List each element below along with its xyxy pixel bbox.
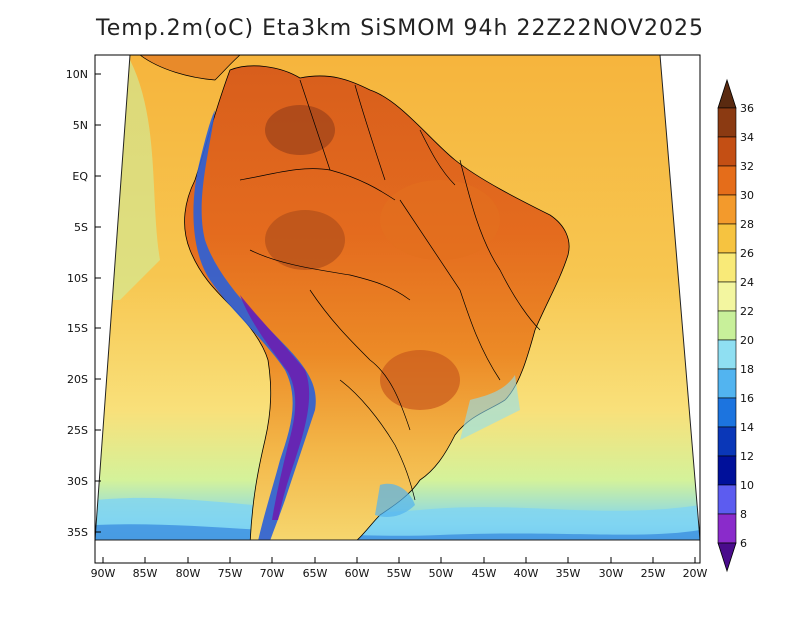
colorbar-top-arrow xyxy=(717,78,737,109)
temperature-field xyxy=(95,55,700,540)
cool-uruguay-zone xyxy=(375,483,415,517)
lat-tick: 5S xyxy=(74,221,101,234)
lon-label-30w: 30W xyxy=(599,567,624,580)
map-title: Temp.2m(oC) Eta3km SiSMOM 94h 22Z22NOV20… xyxy=(96,16,704,41)
colorbar-label: 26 xyxy=(740,247,754,260)
colorbar-swatch xyxy=(717,484,737,515)
lat-label-eq: EQ xyxy=(72,170,88,183)
hot-zone-central xyxy=(380,350,460,410)
lat-tick: 30S xyxy=(67,475,101,488)
lat-label-10n: 10N xyxy=(66,68,88,81)
lat-label-5s: 5S xyxy=(74,221,88,234)
colorbar-swatch xyxy=(717,281,737,312)
colorbar-swatch xyxy=(717,455,737,486)
lon-label-75w: 75W xyxy=(218,567,243,580)
colorbar-label: 16 xyxy=(740,392,754,405)
lon-label-90w: 90W xyxy=(91,567,116,580)
lat-label-5n: 5N xyxy=(73,119,88,132)
colorbar-swatch xyxy=(717,136,737,167)
warm-zone-brazil xyxy=(380,180,500,260)
lon-label-35w: 35W xyxy=(556,567,581,580)
lat-label-30s: 30S xyxy=(67,475,88,488)
colorbar-swatch xyxy=(717,368,737,399)
axis-frame xyxy=(94,54,701,564)
lat-label-35s: 35S xyxy=(67,526,88,539)
lon-label-85w: 85W xyxy=(133,567,158,580)
lat-label-25s: 25S xyxy=(67,424,88,437)
lat-axis: 10N 5N EQ 5S 10S 15S 20S 25S 30S 35S xyxy=(66,68,101,539)
lat-tick: 10S xyxy=(67,272,101,285)
lat-tick: 25S xyxy=(67,424,101,437)
colorbar-swatch xyxy=(717,339,737,370)
hot-zone-venezuela xyxy=(265,105,335,155)
lon-label-45w: 45W xyxy=(472,567,497,580)
lat-label-10s: 10S xyxy=(67,272,88,285)
colorbar-swatch xyxy=(717,194,737,225)
lat-tick: 5N xyxy=(73,119,101,132)
colorbar-swatch xyxy=(717,310,737,341)
colorbar-swatch xyxy=(717,107,737,138)
colorbar-bottom-arrow xyxy=(717,542,737,573)
colorbar-label: 8 xyxy=(740,508,747,521)
south-america-land xyxy=(184,65,570,540)
andes-ridge xyxy=(193,110,316,540)
colorbar-label: 36 xyxy=(740,102,754,115)
colorbar-label: 24 xyxy=(740,276,754,289)
lon-label-20w: 20W xyxy=(683,567,708,580)
colorbar-swatch xyxy=(717,426,737,457)
lat-label-20s: 20S xyxy=(67,373,88,386)
lon-label-70w: 70W xyxy=(260,567,285,580)
lon-label-60w: 60W xyxy=(345,567,370,580)
colorbar-swatch xyxy=(717,397,737,428)
colorbar-label: 22 xyxy=(740,305,754,318)
country-borders xyxy=(239,79,541,501)
colorbar-label: 14 xyxy=(740,421,754,434)
lon-label-65w: 65W xyxy=(303,567,328,580)
colorbar-label: 30 xyxy=(740,189,754,202)
colorbar-label: 20 xyxy=(740,334,754,347)
hot-zone-amazon xyxy=(265,210,345,270)
colorbar-swatch xyxy=(717,513,737,544)
lon-label-50w: 50W xyxy=(429,567,454,580)
lat-tick: 20S xyxy=(67,373,101,386)
colorbar-label: 28 xyxy=(740,218,754,231)
lat-tick: 35S xyxy=(67,526,101,539)
colorbar-label: 12 xyxy=(740,450,754,463)
lon-label-80w: 80W xyxy=(176,567,201,580)
colorbar-label: 6 xyxy=(740,537,747,550)
central-america-land xyxy=(138,55,241,81)
lat-label-15s: 15S xyxy=(67,322,88,335)
lat-tick: EQ xyxy=(72,170,101,183)
lat-tick: 15S xyxy=(67,322,101,335)
lat-tick: 10N xyxy=(66,68,101,81)
colorbar-label: 34 xyxy=(740,131,754,144)
lon-label-55w: 55W xyxy=(387,567,412,580)
andes-core xyxy=(240,295,310,520)
cool-coast-zone xyxy=(460,375,520,440)
lon-axis: 90W 85W 80W 75W 70W 65W 60W 55W 50W 45W … xyxy=(91,557,708,580)
colorbar-label: 32 xyxy=(740,160,754,173)
colorbar-swatch xyxy=(717,223,737,254)
colorbar-label: 18 xyxy=(740,363,754,376)
colorbar-swatch xyxy=(717,165,737,196)
lon-label-25w: 25W xyxy=(641,567,666,580)
colorbar-swatch xyxy=(717,252,737,283)
lon-label-40w: 40W xyxy=(514,567,539,580)
colorbar-label: 10 xyxy=(740,479,754,492)
colorbar: 36 34 32 30 28 26 24 22 20 18 16 14 12 10 8 6 xyxy=(717,78,754,573)
